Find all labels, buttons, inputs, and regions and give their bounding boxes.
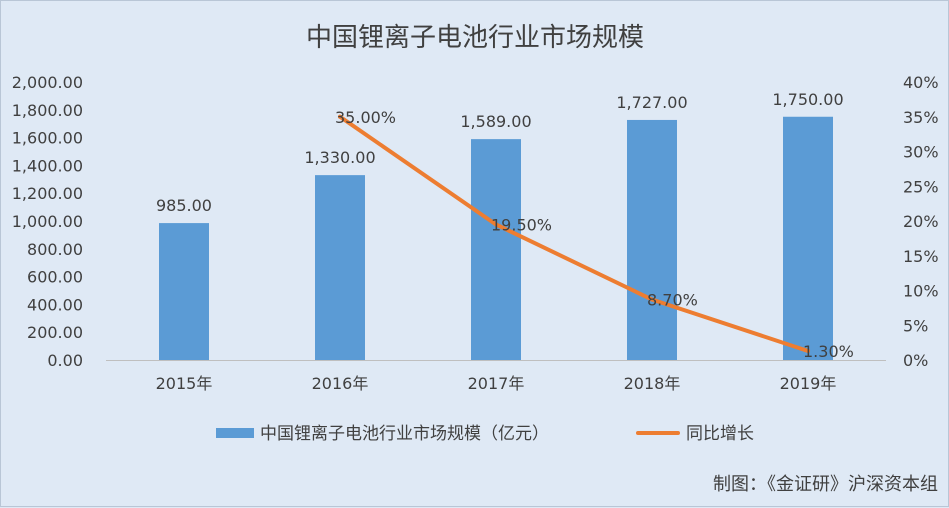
bar-2015年 bbox=[159, 223, 209, 360]
bar-2019年 bbox=[783, 116, 833, 360]
bar-data-label: 1,589.00 bbox=[460, 112, 531, 131]
bar-2016年 bbox=[315, 175, 365, 360]
growth-data-label: 19.50% bbox=[491, 215, 552, 234]
growth-data-label: 8.70% bbox=[647, 291, 698, 310]
right-axis-tick-label: 5% bbox=[903, 316, 928, 335]
growth-point bbox=[806, 348, 810, 353]
left-axis-tick-label: 600.00 bbox=[27, 268, 83, 287]
right-axis-tick-label: 15% bbox=[903, 247, 939, 266]
left-axis-tick-label: 2,000.00 bbox=[12, 73, 83, 92]
legend-bar-label: 中国锂离子电池行业市场规模（亿元） bbox=[260, 424, 549, 444]
bar-data-label: 1,750.00 bbox=[772, 90, 843, 109]
growth-point bbox=[338, 114, 342, 119]
left-axis-tick-label: 1,800.00 bbox=[12, 101, 83, 120]
growth-line bbox=[338, 114, 810, 353]
growth-point bbox=[650, 297, 654, 302]
growth-data-label: 1.30% bbox=[803, 342, 854, 361]
growth-data-label: 35.00% bbox=[335, 108, 396, 127]
left-axis-tick-label: 200.00 bbox=[27, 323, 83, 342]
right-axis-tick-label: 0% bbox=[903, 351, 928, 370]
left-axis-tick-label: 400.00 bbox=[27, 295, 83, 314]
x-axis-tick-label: 2019年 bbox=[780, 374, 837, 393]
left-axis-tick-label: 1,400.00 bbox=[12, 156, 83, 175]
left-axis-tick-label: 800.00 bbox=[27, 240, 83, 259]
left-axis-tick-label: 0.00 bbox=[47, 351, 83, 370]
bar-data-label: 985.00 bbox=[156, 196, 212, 215]
bar-2018年 bbox=[627, 119, 677, 361]
left-axis-tick-label: 1,200.00 bbox=[12, 184, 83, 203]
left-axis-tick-label: 1,000.00 bbox=[12, 212, 83, 231]
x-axis-tick-label: 2018年 bbox=[624, 374, 681, 393]
legend-bar-swatch bbox=[216, 428, 254, 438]
right-axis-tick-label: 30% bbox=[903, 143, 939, 162]
right-axis-tick-label: 40% bbox=[903, 73, 939, 92]
bar-2017年 bbox=[471, 139, 521, 360]
left-axis-tick-label: 1,600.00 bbox=[12, 129, 83, 148]
right-axis-tick-label: 35% bbox=[903, 108, 939, 127]
right-axis-tick-label: 25% bbox=[903, 177, 939, 196]
x-axis-tick-label: 2015年 bbox=[156, 374, 213, 393]
x-axis-tick-label: 2016年 bbox=[312, 374, 369, 393]
right-axis-tick-label: 20% bbox=[903, 212, 939, 231]
x-axis-tick-label: 2017年 bbox=[468, 374, 525, 393]
credit-text: 制图：《金证研》沪深资本组 bbox=[713, 474, 938, 495]
right-axis-tick-label: 10% bbox=[903, 282, 939, 301]
chart-title: 中国锂离子电池行业市场规模 bbox=[306, 23, 644, 53]
bar-data-label: 1,330.00 bbox=[304, 148, 375, 167]
growth-point bbox=[494, 222, 498, 227]
bar-data-label: 1,727.00 bbox=[616, 93, 687, 112]
legend-line-label: 同比增长 bbox=[686, 424, 754, 444]
